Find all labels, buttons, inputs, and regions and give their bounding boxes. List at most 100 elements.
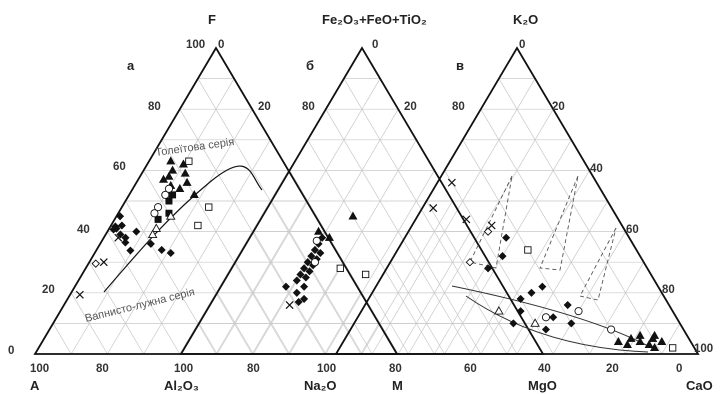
tick-label: 100: [174, 363, 193, 375]
apex-label-f: F: [208, 12, 216, 27]
data-point: [194, 221, 202, 230]
data-point: [147, 229, 158, 238]
data-point: [541, 313, 551, 322]
tick-label: 80: [452, 101, 465, 113]
axis-label-mgo: MgO: [528, 378, 557, 393]
grid-line: [143, 139, 271, 355]
data-point: [294, 297, 303, 307]
data-point: [310, 258, 319, 267]
data-point: [132, 227, 141, 236]
grid-line: [215, 200, 307, 355]
data-point: [316, 248, 325, 258]
grid-line: [52, 323, 72, 355]
data-point: [541, 325, 550, 334]
data-point: [483, 227, 493, 236]
data-point: [285, 301, 294, 310]
data-point: [527, 288, 536, 297]
data-point: [146, 239, 155, 248]
tick-label: 20: [42, 284, 55, 296]
data-point: [348, 211, 358, 220]
data-point: [116, 212, 125, 221]
axis-label-na2o: Na₂O: [304, 378, 337, 393]
grid-line: [434, 262, 490, 355]
grid-line: [360, 323, 380, 355]
tick-label: 40: [590, 163, 603, 175]
data-point: [336, 264, 344, 272]
grid-line: [343, 78, 508, 355]
tick-label: 0: [519, 39, 525, 51]
data-point: [530, 318, 540, 327]
axis-label-a: A: [30, 378, 40, 393]
data-point: [312, 236, 321, 245]
tick-label: 0: [372, 39, 378, 51]
data-point: [307, 252, 316, 261]
tick-label: 80: [148, 101, 161, 113]
grid-line: [361, 200, 453, 355]
tick-label: 20: [552, 101, 565, 113]
grid-line: [371, 78, 536, 355]
data-point: [168, 165, 178, 174]
data-point: [164, 171, 174, 180]
data-point: [296, 270, 305, 279]
data-point: [361, 270, 370, 279]
data-point: [301, 273, 310, 282]
annotation-calcalkaline-series: Вапнисто-лужна серія: [84, 286, 196, 325]
tick-label: 80: [302, 101, 315, 113]
tick-label: 80: [662, 284, 675, 296]
grid-line: [271, 200, 363, 355]
grid-line: [234, 262, 290, 355]
data-point: [75, 290, 84, 299]
data-point: [538, 282, 547, 291]
trend-outline: [579, 227, 617, 301]
data-point: [292, 288, 301, 297]
tick-label: 60: [626, 224, 639, 236]
grid-layer: [52, 78, 681, 355]
data-point: [205, 203, 213, 211]
data-point: [657, 336, 667, 345]
tick-label: 0: [676, 363, 682, 375]
data-point: [158, 174, 169, 183]
data-point: [164, 184, 173, 193]
data-point: [626, 333, 636, 342]
grid-line: [161, 139, 289, 355]
data-point: [154, 215, 162, 223]
data-point: [310, 245, 319, 254]
data-point: [305, 267, 314, 276]
data-point: [126, 246, 135, 255]
data-point: [91, 259, 101, 268]
data-point: [635, 336, 645, 345]
data-point: [509, 319, 518, 328]
tick-label: 40: [77, 224, 90, 236]
data-point: [121, 238, 130, 247]
data-point: [487, 221, 496, 230]
grid-line: [444, 139, 572, 355]
data-point: [166, 156, 176, 165]
data-point: [300, 282, 309, 291]
data-point: [429, 204, 438, 213]
data-point: [109, 225, 118, 234]
trend-outline: [469, 175, 513, 269]
data-point: [300, 294, 309, 303]
trend-outline: [539, 175, 579, 271]
grid-line: [426, 200, 518, 355]
grid-line: [198, 323, 218, 355]
axis-label-cao: CaO: [686, 378, 713, 393]
apex-label-fe-oxides: Fe₂O₃+FeO+TiO₂: [322, 12, 427, 27]
panel-label-c: в: [456, 58, 464, 73]
grid-line: [288, 262, 344, 355]
tick-label: 80: [389, 363, 402, 375]
axis-label-m: M: [392, 378, 403, 393]
axis-label-al2o3: Al₂O₃: [164, 378, 199, 393]
point-layer: [75, 156, 677, 352]
data-point: [613, 336, 623, 345]
data-point: [292, 276, 301, 285]
data-point: [175, 183, 185, 192]
grid-line: [197, 78, 362, 355]
tick-label: 100: [186, 39, 205, 51]
apex-label-k2o: K₂O: [513, 12, 538, 27]
grid-line: [289, 139, 417, 355]
grid-line: [125, 200, 217, 355]
data-point: [447, 178, 456, 187]
data-point: [549, 313, 558, 322]
